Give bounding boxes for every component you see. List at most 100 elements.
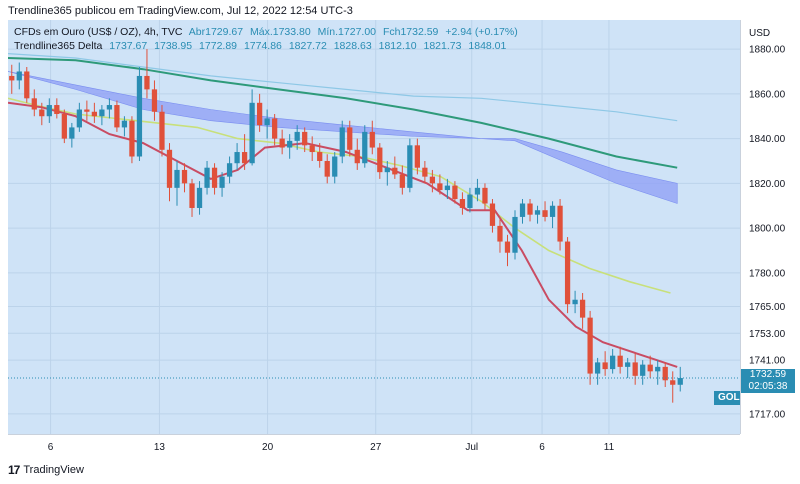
ema-slow-line <box>8 57 678 169</box>
candle-body <box>159 111 165 150</box>
candle-body <box>84 109 90 112</box>
candle <box>467 187 473 213</box>
chart-area[interactable]: CFDs em Ouro (US$ / OZ), 4h, TVC Abr1729… <box>8 20 751 434</box>
candle-body <box>467 194 473 208</box>
candle <box>272 113 278 146</box>
candle-body <box>249 102 255 164</box>
price-tick-label: 1753.00 <box>749 329 786 340</box>
candle <box>512 210 518 260</box>
candle-body <box>166 149 173 188</box>
candle-body <box>114 105 120 128</box>
close-value: Fch1732.59 <box>382 26 439 38</box>
candle <box>302 127 308 153</box>
candle <box>362 125 368 168</box>
indicator-legend[interactable]: Trendline365 Delta 1737.67 1738.95 1772.… <box>14 40 510 52</box>
candle <box>504 234 511 267</box>
candle <box>46 98 52 123</box>
candle <box>159 105 165 157</box>
price-tick-label: 1800.00 <box>749 224 786 235</box>
candle-body <box>324 160 330 177</box>
time-tick-label: 27 <box>370 442 382 453</box>
candle <box>54 98 60 119</box>
candle-body <box>317 152 323 161</box>
candle-body <box>677 378 683 385</box>
time-tick-label: 20 <box>262 442 274 453</box>
candle-body <box>655 366 661 372</box>
candle-body <box>482 187 488 204</box>
candle-body <box>24 71 30 99</box>
candle <box>557 199 563 251</box>
candle <box>384 160 390 186</box>
candle-body <box>76 109 82 128</box>
candle <box>519 199 526 224</box>
candlestick-chart[interactable] <box>8 20 740 434</box>
candle <box>189 178 195 217</box>
price-tick-label: 1765.00 <box>749 302 786 313</box>
candle-body <box>106 105 113 110</box>
candle <box>241 134 248 170</box>
candle <box>617 346 623 374</box>
candle-body <box>662 366 668 381</box>
candle-body <box>226 163 233 177</box>
candle <box>211 163 218 195</box>
candle <box>354 138 360 170</box>
candle <box>482 183 488 211</box>
time-axis[interactable]: 6 13 20 27 Jul 6 11 <box>8 434 740 457</box>
candle <box>114 100 120 132</box>
indicator-value: 1774.86 <box>243 40 282 52</box>
candle <box>287 134 293 159</box>
candle-body <box>602 362 608 370</box>
candle-body <box>39 109 45 117</box>
candle <box>181 163 188 193</box>
symbol-name[interactable]: CFDs em Ouro (US$ / OZ), 4h, TVC <box>14 26 183 38</box>
candle-body <box>459 199 466 208</box>
candle <box>377 143 383 179</box>
price-ticks: 1880.00 1860.00 1840.00 1820.00 1800.00 1780.… <box>749 45 786 421</box>
candle <box>670 371 676 403</box>
candle-body <box>339 127 345 157</box>
candle-body <box>422 167 428 177</box>
candle <box>76 102 82 132</box>
price-tick-label: 1717.00 <box>749 409 786 420</box>
candle <box>294 125 300 150</box>
indicator-name[interactable]: Trendline365 Delta <box>14 40 103 52</box>
ema-slowest-line <box>8 53 678 122</box>
price-axis[interactable]: USD 1880.00 1860.00 1840.00 1820.00 1800.00 1… <box>740 20 797 434</box>
candle-body <box>264 118 270 126</box>
candle <box>677 366 683 392</box>
candle-body <box>572 299 578 305</box>
candle <box>422 160 428 184</box>
candle-body <box>256 102 263 126</box>
candle-body <box>362 131 368 164</box>
candle <box>324 154 330 184</box>
symbol-legend[interactable]: CFDs em Ouro (US$ / OZ), 4h, TVC Abr1729… <box>14 26 522 38</box>
candle <box>534 205 541 224</box>
candle <box>69 122 75 148</box>
candle <box>174 160 180 206</box>
candle-body <box>369 131 375 148</box>
price-tick-label: 1780.00 <box>749 268 786 279</box>
candle-body <box>534 210 541 215</box>
candle <box>129 116 135 164</box>
candle-body <box>489 203 496 226</box>
candle-body <box>219 176 225 188</box>
candle-body <box>384 167 390 173</box>
change-value: +2.94 (+0.17%) <box>445 26 518 38</box>
currency-label: USD <box>749 28 771 39</box>
candle <box>166 143 173 202</box>
candle-body <box>497 225 503 242</box>
bar-countdown: 02:05:38 <box>748 381 788 392</box>
candle <box>317 143 323 168</box>
candle <box>489 199 496 233</box>
candle-body <box>9 75 15 81</box>
candle-body <box>121 120 128 128</box>
candle <box>632 353 638 385</box>
candle-body <box>196 187 203 208</box>
axis-corner <box>740 434 796 456</box>
candle-body <box>354 149 360 164</box>
candle-body <box>617 355 623 367</box>
indicator-value: 1828.63 <box>333 40 372 52</box>
candle-body <box>549 205 556 217</box>
candle-body <box>504 241 511 253</box>
indicator-value: 1737.67 <box>109 40 148 52</box>
